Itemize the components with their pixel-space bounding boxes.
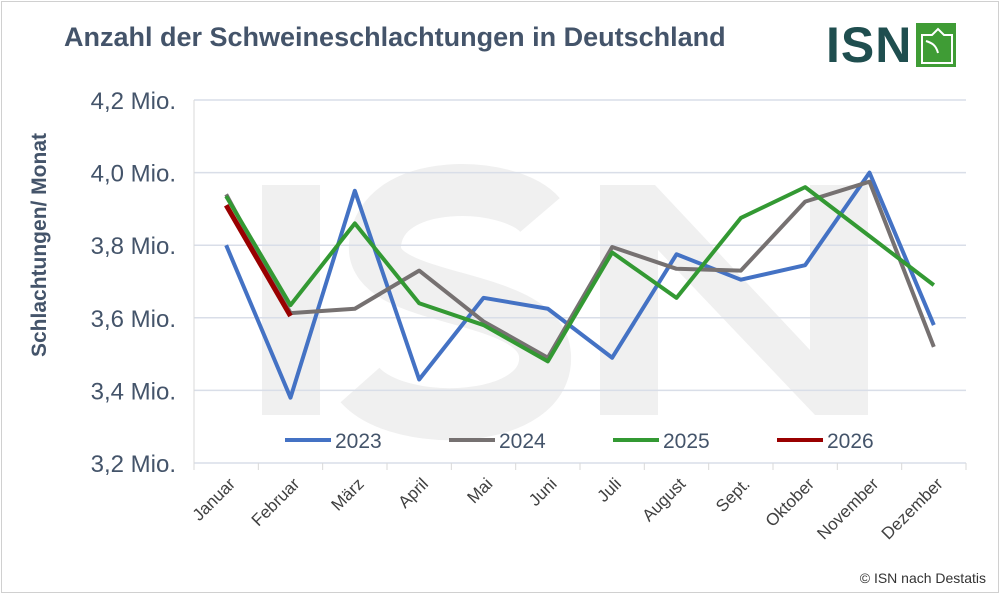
series-line-2026: [224, 204, 293, 318]
y-tick-label: 3,4 Mio.: [91, 378, 176, 405]
isn-watermark: [262, 164, 868, 441]
series-line-2023: [224, 170, 936, 400]
legend-label-2026: 2026: [827, 430, 874, 453]
x-tick-label: Sept.: [712, 474, 754, 516]
x-tick-label: Februar: [248, 474, 304, 530]
x-tick-label: Mai: [464, 474, 497, 507]
x-tick-label: Juli: [594, 474, 625, 505]
legend-label-2025: 2025: [663, 430, 710, 453]
y-tick-label: 3,8 Mio.: [91, 233, 176, 260]
y-tick-label: 4,0 Mio.: [91, 161, 176, 188]
logo-text: ISN: [826, 17, 913, 73]
y-tick-label: 3,2 Mio.: [91, 451, 176, 478]
x-tick-label: März: [328, 474, 368, 514]
legend-label-2024: 2024: [499, 430, 546, 453]
chart-title: Anzahl der Schweineschlachtungen in Deut…: [64, 22, 726, 52]
series-line-2025: [224, 185, 936, 364]
x-tick-label: Oktober: [762, 474, 818, 530]
isn-logo: ISN: [826, 17, 957, 73]
y-axis-label: Schlachtungen/ Monat: [28, 133, 51, 357]
series-line-2024: [224, 179, 936, 360]
x-tick-label: November: [813, 474, 882, 543]
legend-label-2023: 2023: [335, 430, 382, 453]
x-tick-label: Dezember: [878, 474, 947, 543]
x-tick-label: Januar: [189, 474, 239, 524]
pig-icon: [916, 23, 957, 67]
source-credit: © ISN nach Destatis: [859, 570, 986, 586]
x-tick-label: August: [638, 474, 689, 525]
x-tick-label: Juni: [525, 474, 560, 509]
y-tick-label: 4,2 Mio.: [91, 88, 176, 115]
x-tick-label: April: [395, 474, 432, 511]
y-tick-label: 3,6 Mio.: [91, 306, 176, 333]
